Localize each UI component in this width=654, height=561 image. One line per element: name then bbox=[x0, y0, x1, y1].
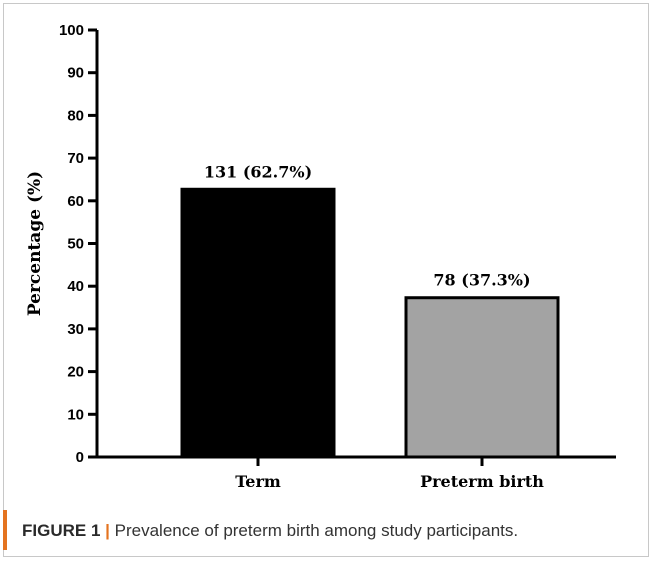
caption-separator: | bbox=[105, 521, 110, 540]
data-label: 131 (62.7%) bbox=[204, 162, 312, 181]
figure-number: FIGURE 1 bbox=[22, 521, 101, 540]
bar-preterm-birth bbox=[404, 296, 560, 459]
y-tick-label: 70 bbox=[67, 150, 84, 167]
y-tick-label: 40 bbox=[67, 278, 84, 295]
figure-caption: FIGURE 1 | Prevalence of preterm birth a… bbox=[22, 521, 518, 541]
caption-accent-bar bbox=[3, 510, 7, 550]
y-tick-label: 90 bbox=[67, 65, 84, 82]
y-tick-label: 60 bbox=[67, 193, 84, 210]
x-axis: Term Preterm birth bbox=[95, 455, 616, 491]
bar-term bbox=[180, 187, 336, 459]
y-tick-label: 80 bbox=[67, 107, 84, 124]
caption-text: Prevalence of preterm birth among study … bbox=[114, 521, 519, 540]
y-axis: 0 10 20 30 40 50 60 70 80 90 100 bbox=[59, 22, 99, 466]
x-tick-label: Term bbox=[235, 472, 281, 491]
y-tick-label: 50 bbox=[67, 236, 84, 253]
y-tick-label: 20 bbox=[67, 364, 84, 381]
x-tick-label: Preterm birth bbox=[420, 472, 544, 491]
y-axis-title: Percentage (%) bbox=[25, 171, 45, 316]
y-tick-label: 10 bbox=[67, 406, 84, 423]
data-labels: 131 (62.7%) 78 (37.3%) bbox=[204, 162, 531, 289]
y-tick-label: 100 bbox=[59, 22, 84, 39]
figure-frame bbox=[3, 3, 649, 557]
y-tick-label: 30 bbox=[67, 321, 84, 338]
bar-chart: 0 10 20 30 40 50 60 70 80 90 100 131 (62.7%) 78 (37… bbox=[25, 22, 616, 491]
y-tick-label: 0 bbox=[76, 449, 84, 466]
data-label: 78 (37.3%) bbox=[433, 271, 530, 290]
bars bbox=[180, 187, 560, 459]
